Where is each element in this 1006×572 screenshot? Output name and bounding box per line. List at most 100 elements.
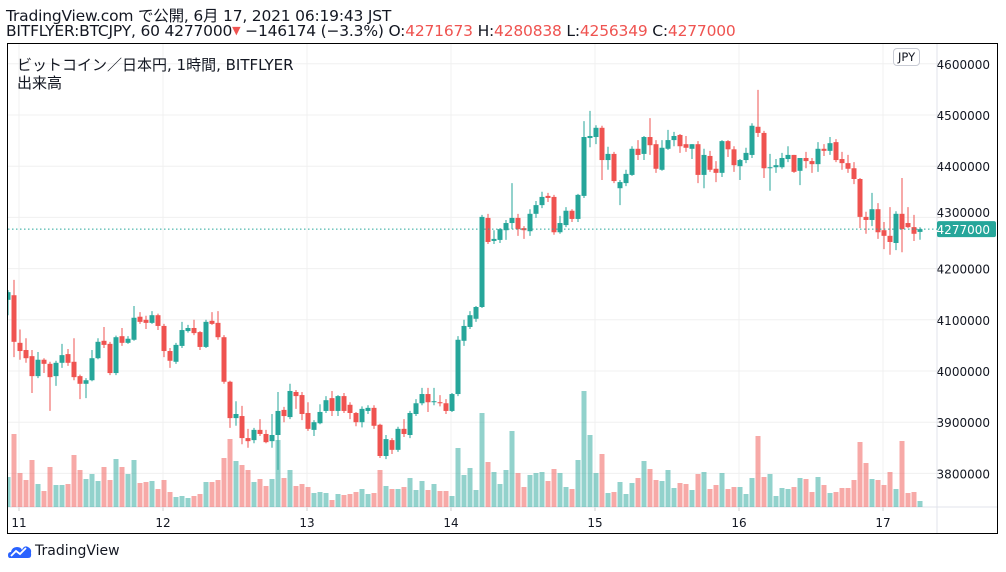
candle [83,378,89,399]
time-label: 16 [731,516,746,530]
candle-body [17,342,23,352]
candle [389,438,395,454]
candle-body [695,144,701,175]
open-label: O: [388,22,406,40]
candle-body [59,355,65,363]
candle [611,151,617,184]
candle-body [269,435,275,442]
candle-body [323,400,329,411]
candle-body [425,394,431,403]
candle-body [773,165,779,168]
volume-bar [587,435,593,507]
candle [101,326,107,348]
time-label: 11 [11,516,26,530]
candle-body [527,213,533,232]
volume-bar [317,492,323,507]
candle-body [473,307,479,319]
candle-body [509,217,515,224]
candle-body [353,412,359,423]
candle-body [743,152,749,161]
candle [569,209,575,223]
candle [773,159,779,173]
candle [749,123,755,159]
candle-body [869,209,875,220]
candle-body [779,158,785,168]
candle-body [77,376,83,384]
volume-bar [677,483,683,507]
volume-bar [521,487,527,507]
candle-body [485,217,491,242]
volume-bar [761,477,767,507]
candle [527,209,533,236]
candle-body [725,141,731,150]
symbol-interval: BITFLYER:BTCJPY, 60 [6,22,160,40]
volume-bar [659,481,665,507]
volume-bar [107,480,113,507]
volume-bar [599,454,605,507]
volume-bar [533,473,539,507]
candle-body [233,414,239,419]
candle [179,321,185,348]
candle [305,402,311,431]
volume-bar [869,479,875,507]
candle [719,140,725,177]
candle [863,211,869,234]
volume-bar [359,489,365,507]
candle [269,414,275,448]
candle [53,360,59,386]
volume-bar [143,482,149,507]
volume-bar [503,470,509,507]
volume-bar [203,482,209,507]
volume-bar [701,472,707,507]
candle [89,350,95,382]
candle [41,358,47,374]
volume-bar [473,490,479,507]
candle [635,140,641,161]
price-label: 4300000 [937,206,990,220]
candle-body [611,153,617,182]
candle-body [263,433,269,443]
volume-bar [737,487,743,507]
volume-bar [35,484,41,507]
candle [143,315,149,330]
candle-body [401,428,407,434]
candle [245,428,251,448]
candle [707,150,713,172]
volume-bar [653,480,659,507]
candle-body [731,149,737,166]
candle-body [665,140,671,149]
volume-bar [779,488,785,507]
volume-bar [287,470,293,507]
candle-body [497,229,503,240]
candle-body [305,412,311,429]
candle [419,387,425,406]
candle [161,323,167,358]
candle [491,230,497,245]
candle-body [623,173,629,184]
candle-body [431,401,437,403]
candle-body [341,396,347,411]
candle [533,201,539,218]
candle-body [71,361,77,378]
candle [59,343,65,368]
volume-bar [155,489,161,507]
close-value: 4277000 [667,22,736,40]
candle-body [383,439,389,456]
candle [263,429,269,444]
candle-body [203,321,209,347]
candle-body [881,230,887,236]
candle [149,311,155,324]
candle-body [671,135,677,141]
volume-bar [389,489,395,507]
candle-body [635,148,641,155]
candle-body [215,322,221,338]
volume-bar [251,482,257,507]
volume-bar [227,439,233,507]
candle-body [125,338,131,343]
candle [731,146,737,172]
candle-body [281,409,287,417]
volume-bar [767,474,773,507]
candle-body [905,223,911,228]
currency-badge[interactable]: JPY [893,48,921,66]
